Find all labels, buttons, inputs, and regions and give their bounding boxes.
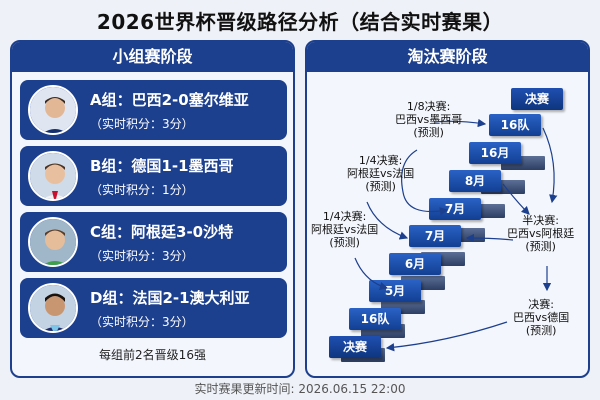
group-stage-panel: 小组赛阶段 A组：巴西2-0塞尔维亚 （实时积分：3分） B组：德国1-1墨西哥… xyxy=(10,40,295,378)
annotation-round-of-16: 1/8决赛: 巴西vs墨西哥 (预测) xyxy=(395,100,462,139)
annotation-line: 1/4决赛: xyxy=(322,210,367,223)
step-6: 6月 xyxy=(389,253,441,275)
knockout-header: 淘汰赛阶段 xyxy=(307,42,588,72)
group-points: （实时积分：3分） xyxy=(90,249,194,263)
group-card-d: D组：法国2-1澳大利亚 （实时积分：3分） xyxy=(20,278,287,338)
group-result: D组：法国2-1澳大利亚 xyxy=(90,289,250,307)
annotation-line: (预测) xyxy=(329,236,360,249)
group-card-a: A组：巴西2-0塞尔维亚 （实时积分：3分） xyxy=(20,80,287,140)
group-points: （实时积分：3分） xyxy=(90,315,194,329)
qualification-note: 每组前2名晋级16强 xyxy=(99,348,206,362)
knockout-panel: 淘汰赛阶段 决赛 16队 16月 8月 7月 7月 6月 5月 16队 决赛 1… xyxy=(305,40,590,378)
annotation-line: 阿根廷vs法国 xyxy=(347,167,415,180)
group-result: B组：德国1-1墨西哥 xyxy=(90,157,234,175)
group-stage-header: 小组赛阶段 xyxy=(12,42,293,72)
step-round-of-16-top: 16队 xyxy=(489,114,541,136)
annotation-semifinal: 半决赛: 巴西vs阿根廷 (预测) xyxy=(507,214,574,253)
player-avatar xyxy=(28,85,78,135)
group-result: A组：巴西2-0塞尔维亚 xyxy=(90,91,249,109)
group-points: （实时积分：1分） xyxy=(90,183,194,197)
annotation-line: (预测) xyxy=(413,126,444,139)
group-card-c: C组：阿根廷3-0沙特 （实时积分：3分） xyxy=(20,212,287,272)
player-avatar xyxy=(28,283,78,333)
step-round-of-16-bottom: 16队 xyxy=(349,308,401,330)
update-time-footer: 实时赛果更新时间: 2026.06.15 22:00 xyxy=(194,382,406,396)
page-title: 2026世界杯晋级路径分析（结合实时赛果） xyxy=(96,10,504,34)
player-avatar xyxy=(28,217,78,267)
step-7b: 7月 xyxy=(409,225,461,247)
annotation-line: 1/8决赛: xyxy=(406,100,451,113)
annotation-quarterfinal-2: 1/4决赛: 阿根廷vs法国 (预测) xyxy=(311,210,378,249)
annotation-line: 阿根廷vs法国 xyxy=(311,223,379,236)
annotation-line: (预测) xyxy=(525,240,556,253)
annotation-line: (预测) xyxy=(365,180,396,193)
player-avatar xyxy=(28,151,78,201)
step-16: 16月 xyxy=(469,142,521,164)
group-points: （实时积分：3分） xyxy=(90,117,194,131)
annotation-quarterfinal-1: 1/4决赛: 阿根廷vs法国 (预测) xyxy=(347,154,414,193)
step-8: 8月 xyxy=(449,170,501,192)
annotation-line: 巴西vs阿根廷 xyxy=(507,227,575,240)
path-arrows xyxy=(354,118,558,352)
annotation-line: 决赛: xyxy=(528,298,554,311)
annotation-line: 巴西vs墨西哥 xyxy=(395,113,463,126)
annotation-line: 半决赛: xyxy=(522,214,559,227)
step-final-top: 决赛 xyxy=(511,88,563,110)
annotation-line: (预测) xyxy=(525,324,557,337)
annotation-final: 决赛: 巴西vs德国 (预测) xyxy=(513,298,569,337)
group-result: C组：阿根廷3-0沙特 xyxy=(90,223,234,241)
annotation-line: 巴西vs德国 xyxy=(513,311,570,324)
step-final-bottom: 决赛 xyxy=(329,336,381,358)
group-card-b: B组：德国1-1墨西哥 （实时积分：1分） xyxy=(20,146,287,206)
annotation-line: 1/4决赛: xyxy=(358,154,403,167)
